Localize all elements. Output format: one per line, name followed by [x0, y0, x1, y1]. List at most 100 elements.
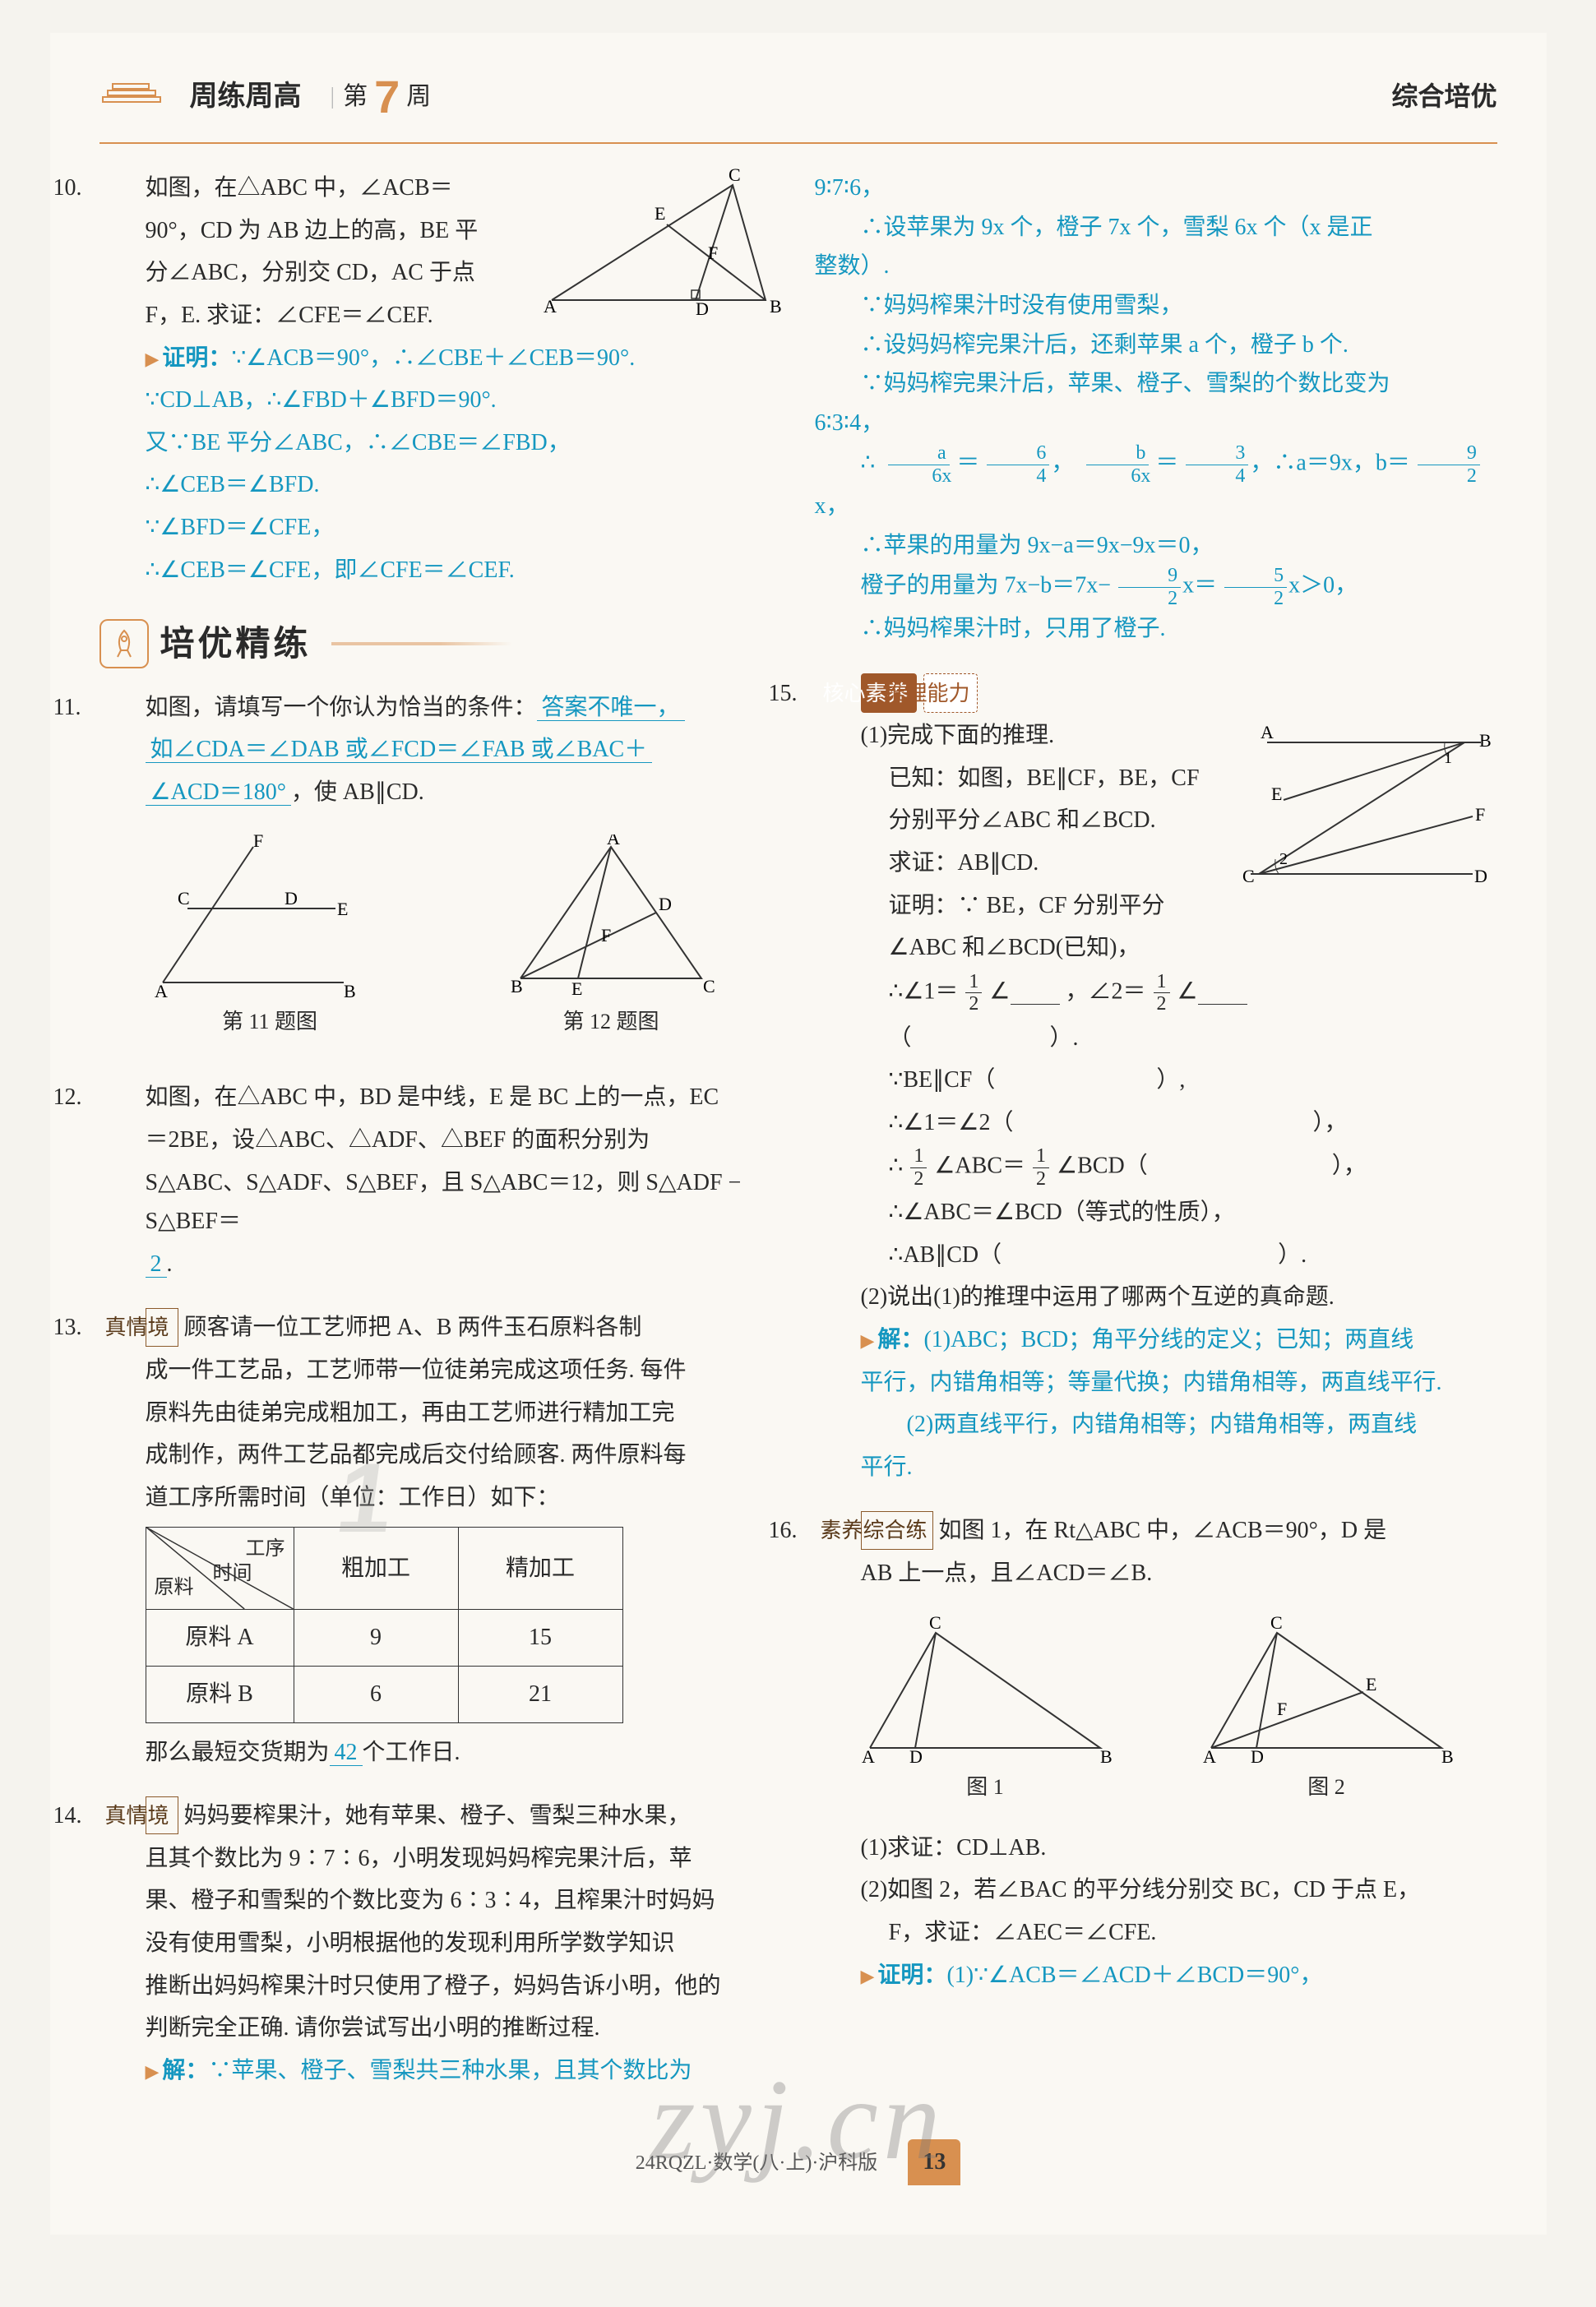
cell-A1: 9 [294, 1610, 458, 1667]
q14-r1: 9∶7∶6， [815, 169, 1497, 208]
q14-s1: ∵苹果、橙子、雪梨共三种水果，且其个数比为 [208, 2058, 692, 2083]
q10-p4: ∴∠CEB＝∠BFD. [99, 465, 782, 505]
q15-l8: ∴AB∥CD（ ）. [815, 1236, 1497, 1275]
svg-text:B: B [511, 976, 523, 996]
fig-q11: A B C D E F 第 11 题图 [99, 834, 441, 1040]
q14-t4: 没有使用雪梨，小明根据他的发现利用所学数学知识 [99, 1924, 782, 1963]
q10-p5: ∵∠BFD＝∠CFE， [99, 508, 782, 548]
svg-text:A: A [1261, 722, 1274, 742]
frac-d: 2 [1033, 1168, 1049, 1190]
svg-text:D: D [696, 298, 709, 317]
q10-p3: 又∵BE 平分∠ABC，∴∠CBE＝∠FBD， [99, 423, 782, 463]
q16-figs: A B C D 图 1 A B [815, 1603, 1497, 1819]
svg-text:F: F [708, 243, 718, 263]
q14-r3: 整数）. [815, 247, 1497, 286]
svg-text:D: D [285, 888, 298, 908]
q13-t5: 道工序所需时间（单位：工作日）如下： [99, 1478, 782, 1518]
q10-t1: 如图，在△ABC 中，∠ACB＝ [146, 175, 453, 201]
q15-p2: (2)说出(1)的推理中运用了哪两个互逆的真命题. [815, 1278, 1497, 1317]
svg-text:D: D [909, 1746, 923, 1764]
page-number: 13 [908, 2139, 960, 2185]
svg-text:A: A [862, 1746, 875, 1764]
q13-table: 工序 时间 原料 粗加工 精加工 原料 A 9 15 原料 B [146, 1527, 623, 1722]
q13-t6: 那么最短交货期为 [146, 1740, 330, 1765]
q14-r10: 橙子的用量为 7x−b＝7x− 92x＝ 52x＞0， [815, 565, 1497, 609]
question-15: 15.核心素养推理能力 A B C D E F [815, 673, 1497, 1487]
page: 周练周高 | 第 7 周 综合培优 A B C D [50, 33, 1547, 2235]
frac-d: 2 [1154, 993, 1170, 1015]
q12-num: 12. [99, 1078, 146, 1117]
question-11: 11.如图，请填写一个你认为恰当的条件：答案不唯一， 如∠CDA＝∠DAB 或∠… [99, 688, 782, 1054]
table-row: 原料 A 9 15 [146, 1610, 622, 1667]
question-10: A B C D E F 10.如图，在△ABC 中，∠ACB＝ 90°，CD 为… [99, 169, 782, 589]
q10-figure: A B C D E F [535, 169, 782, 330]
frac-d: 4 [1186, 465, 1248, 487]
q10-p2: ∵CD⊥AB，∴∠FBD＋∠BFD＝90°. [99, 381, 782, 420]
question-13: 13.真情境 顾客请一位工艺师把 A、B 两件玉石原料各制 成一件工艺品，工艺师… [99, 1308, 782, 1772]
q15-l1-comma: ，∠2＝ [1066, 978, 1146, 1004]
question-14: 14.真情境 妈妈要榨果汁，她有苹果、橙子、雪梨三种水果， 且其个数比为 9∶7… [99, 1796, 782, 2090]
svg-text:C: C [1242, 866, 1255, 886]
blank [1198, 978, 1247, 1005]
q11-ans3: ∠ACD＝180° [146, 779, 291, 806]
q11-t1: 如图，请填写一个你认为恰当的条件： [146, 695, 537, 720]
svg-text:E: E [1366, 1674, 1376, 1694]
q15-sol: 解：(1)ABC；BCD；角平分线的定义；已知；两直线 [815, 1320, 1497, 1360]
q13-body: 13.真情境 顾客请一位工艺师把 A、B 两件玉石原料各制 [99, 1308, 782, 1348]
q15-l1-mid: ∠ [989, 978, 1010, 1004]
proof-arrow-icon [146, 345, 163, 371]
frac-n: 1 [1154, 971, 1170, 993]
frac-n: 1 [1033, 1145, 1049, 1167]
q13-t3: 原料先由徒弟完成粗加工，再由工艺师进行精加工完 [99, 1394, 782, 1433]
q16-proof-label: 证明： [877, 1963, 946, 1988]
svg-text:D: D [1251, 1746, 1264, 1764]
q15-sol2: 平行，内错角相等；等量代换；内错角相等，两直线平行. [815, 1363, 1497, 1403]
frac-n: 9 [1418, 442, 1480, 465]
q10-p1: ∵∠ACB＝90°，∴∠CBE＋∠CEB＝90°. [231, 345, 635, 371]
frac-d: 2 [1118, 588, 1181, 609]
q10-num: 10. [99, 169, 146, 208]
frac-d: 2 [1224, 588, 1287, 609]
q16-p2b: F，求证：∠AEC＝∠CFE. [815, 1913, 1497, 1953]
page-footer: 24RQZL·数学(八·上)·沪科版 13 [99, 2139, 1497, 2185]
frac-n: a [888, 442, 950, 465]
frac-d: 2 [1418, 465, 1480, 487]
q12-ans-line: 2. [99, 1245, 782, 1284]
frac-n: 9 [1118, 565, 1181, 587]
svg-text:D: D [659, 894, 672, 914]
svg-text:E: E [337, 899, 348, 919]
svg-text:F: F [601, 925, 611, 945]
svg-text:A: A [1203, 1746, 1216, 1764]
section-header: 培优精练 [99, 614, 782, 673]
q11-ans1: 答案不唯一， [537, 695, 685, 721]
q16-proof: 证明：(1)∵∠ACB＝∠ACD＋∠BCD＝90°， [815, 1956, 1497, 1995]
q10-proof: 证明：∵∠ACB＝90°，∴∠CBE＋∠CEB＝90°. [99, 339, 782, 378]
fig-q16-1: A B C D 图 1 [815, 1616, 1156, 1805]
svg-text:E: E [1271, 784, 1282, 804]
svg-text:B: B [344, 981, 356, 999]
frac-d: 6x [882, 465, 955, 487]
q15-l1-pre: ∴∠1＝ [889, 978, 959, 1004]
header-brand: 周练周高 [190, 73, 302, 121]
hdr-mat: 原料 [155, 1571, 194, 1605]
q14-r8-post: ∴a＝9x，b＝ [1273, 451, 1409, 476]
q16-body: 16.素养综合练 如图 1，在 Rt△ABC 中，∠ACB＝90°，D 是 [815, 1511, 1497, 1551]
q15-figure: A B C D E F 1 2 [1234, 718, 1497, 912]
q16-p1: (1)求证：CD⊥AB. [815, 1828, 1497, 1868]
q15-l2-mid: ∠ [1177, 978, 1198, 1004]
q14-r8-end: x， [815, 493, 849, 519]
q14-t3: 果、橙子和雪梨的个数比变为 6∶3∶4，且榨果汁时妈妈 [99, 1881, 782, 1921]
q15-l5: ∴∠1＝∠2（ ）， [815, 1103, 1497, 1143]
col1-hdr: 粗加工 [294, 1528, 458, 1610]
header-right-title: 综合培优 [1391, 74, 1497, 118]
fig-q11-caption: 第 11 题图 [99, 1004, 441, 1040]
q14-t2: 且其个数比为 9∶7∶6，小明发现妈妈榨完果汁后，苹 [99, 1839, 782, 1879]
q15-l6-mid1: ∠ABC＝ [934, 1154, 1025, 1179]
question-12: 12.如图，在△ABC 中，BD 是中线，E 是 BC 上的一点，EC ＝2BE… [99, 1078, 782, 1283]
q10-p6: ∴∠CEB＝∠CFE，即∠CFE＝∠CEF. [99, 551, 782, 590]
fig-q16-2: A B C D E F 图 2 [1156, 1616, 1497, 1805]
q14-r11: ∴妈妈榨果汁时，只用了橙子. [815, 609, 1497, 649]
svg-text:E: E [655, 203, 665, 224]
section-underline [331, 642, 512, 645]
q14-sol-label: 解： [162, 2058, 208, 2083]
